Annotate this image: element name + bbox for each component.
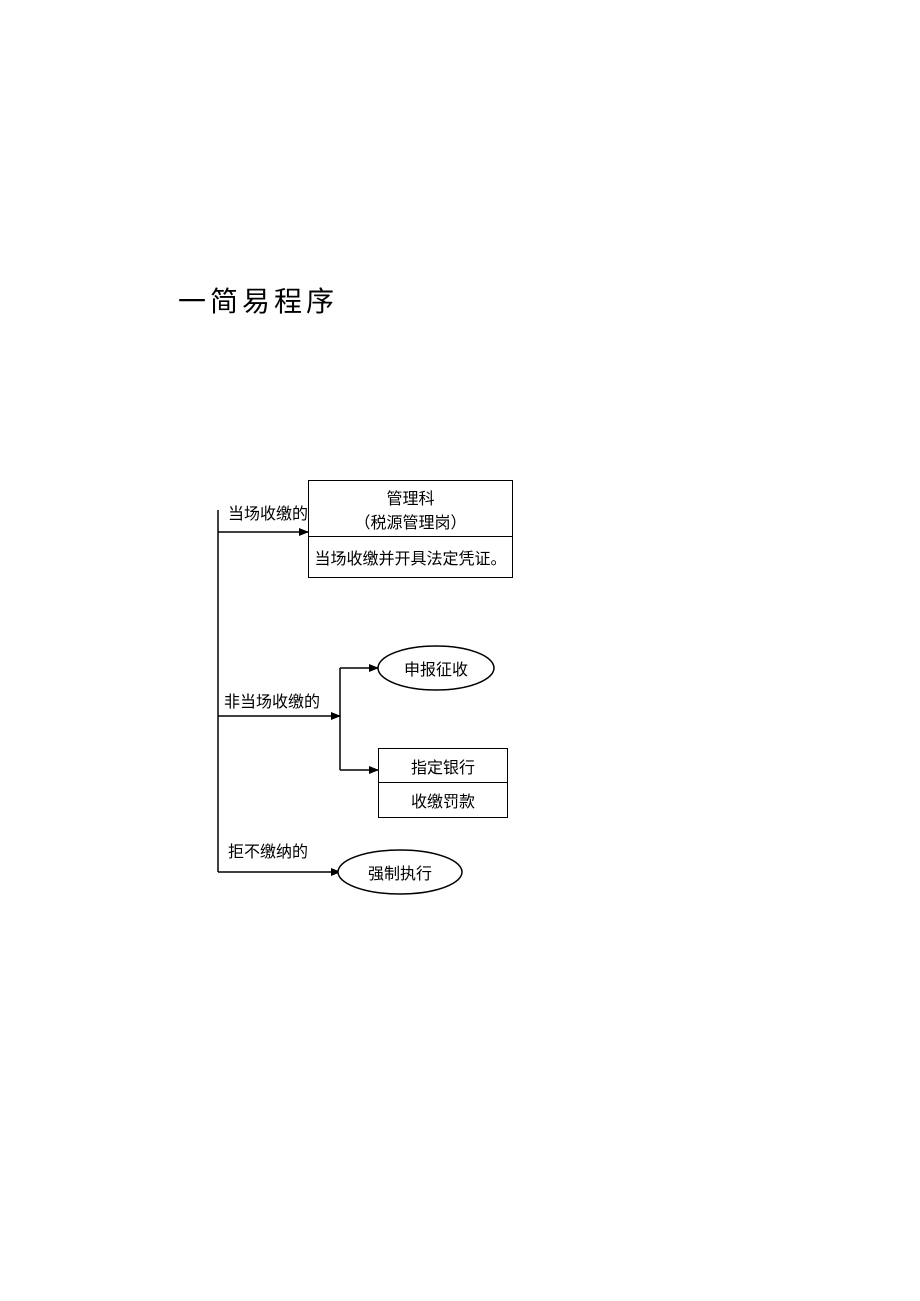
box-bank-cell-0: 指定银行 bbox=[379, 749, 507, 783]
box-mgmt-cell-1: 当场收缴并开具法定凭证。 bbox=[309, 537, 512, 577]
flowchart-svg bbox=[0, 0, 920, 1301]
branch-label-0: 当场收缴的 bbox=[228, 500, 308, 524]
box-bank: 指定银行收缴罚款 bbox=[378, 748, 508, 818]
box-mgmt: 管理科（税源管理岗）当场收缴并开具法定凭证。 bbox=[308, 480, 513, 578]
box-mgmt-cell-0: 管理科（税源管理岗） bbox=[309, 481, 512, 537]
box-bank-cell-1: 收缴罚款 bbox=[379, 783, 507, 817]
ellipse-label-enforce: 强制执行 bbox=[368, 860, 432, 884]
branch-label-1: 非当场收缴的 bbox=[224, 688, 320, 712]
ellipse-label-declare: 申报征收 bbox=[404, 656, 468, 680]
branch-label-2: 拒不缴纳的 bbox=[228, 838, 308, 862]
